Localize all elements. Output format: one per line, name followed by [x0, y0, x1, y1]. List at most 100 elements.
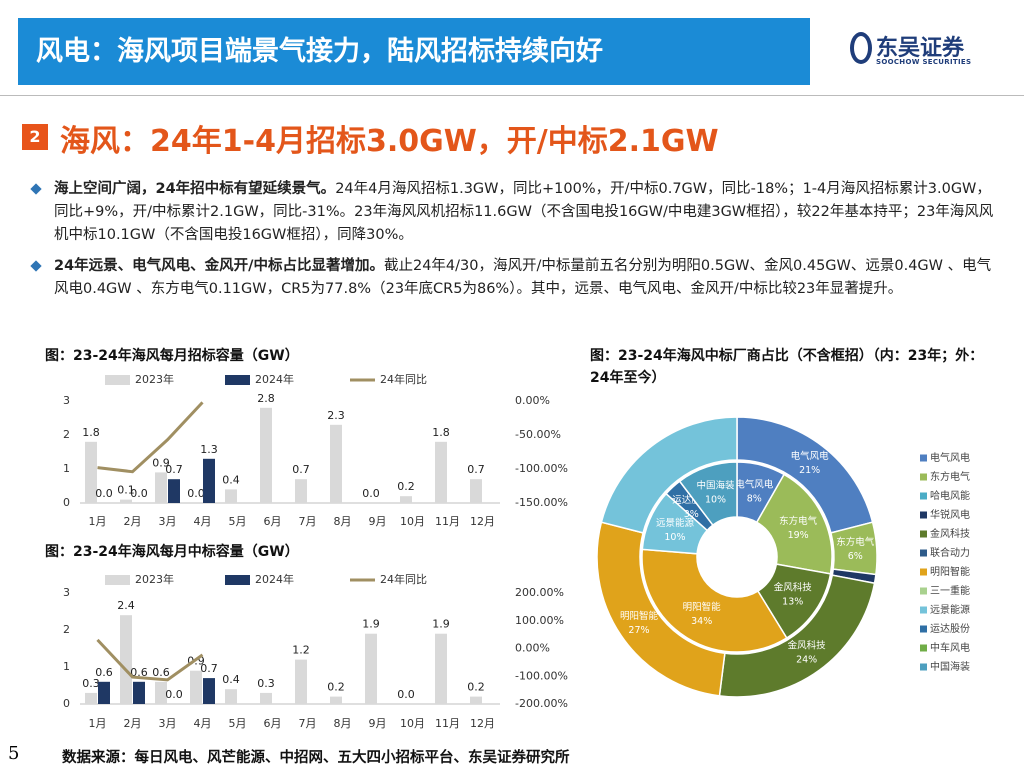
legend-label: 中国海装	[930, 660, 970, 673]
slice-label: 19%	[788, 530, 809, 541]
divider	[0, 95, 1024, 96]
slice-name: 中国海装	[697, 480, 736, 492]
value-label: 1.9	[432, 618, 450, 631]
value-label: 0.7	[292, 463, 310, 476]
x-tick-label: 1月	[89, 515, 107, 528]
bar	[85, 441, 97, 503]
bullet-text: 24年4月海风招标1.3GW，同比+100%，开/中标0.7GW，同比-18%；…	[54, 181, 994, 243]
page-number: 5	[8, 743, 20, 764]
legend-swatch	[920, 625, 927, 633]
slice-name: 电气风电	[735, 478, 774, 490]
slice-label: 8%	[747, 493, 762, 504]
value-label: 0.0	[362, 487, 380, 500]
value-label: 0.1	[117, 484, 135, 497]
legend-label: 电气风电	[930, 451, 970, 464]
legend-label: 明阳智能	[930, 565, 970, 578]
section-title: 海风：24年1-4月招标3.0GW，开/中标2.1GW	[60, 124, 719, 159]
y2-tick-label: 0.00%	[515, 642, 550, 655]
y2-tick-label: -150.00%	[515, 496, 568, 509]
value-label: 0.7	[165, 463, 183, 476]
y2-tick-label: -100.00%	[515, 462, 568, 475]
bar	[295, 659, 307, 704]
slice-name: 金风科技	[774, 582, 813, 594]
x-tick-label: 5月	[229, 515, 247, 528]
bar	[435, 441, 447, 503]
x-tick-label: 6月	[264, 717, 282, 730]
x-tick-label: 11月	[435, 515, 460, 528]
x-tick-label: 5月	[229, 717, 247, 730]
value-label: 1.9	[362, 618, 380, 631]
bar	[400, 496, 412, 503]
y2-tick-label: -100.00%	[515, 669, 568, 682]
x-tick-label: 12月	[470, 717, 495, 730]
bar	[295, 479, 307, 503]
value-label: 0.4	[222, 673, 240, 686]
legend-swatch	[225, 375, 250, 385]
logo: 东吴证券	[876, 36, 965, 61]
value-label: 2.3	[327, 409, 345, 422]
value-label: 1.8	[82, 426, 100, 439]
slice-name: 明阳智能	[683, 601, 722, 613]
legend-swatch	[920, 454, 927, 462]
legend-swatch	[920, 530, 927, 538]
bar	[120, 615, 132, 704]
legend-swatch	[105, 575, 130, 585]
value-label: 1.2	[292, 644, 310, 657]
legend-label: 远景能源	[930, 603, 970, 616]
value-label: 0.9	[152, 456, 170, 469]
legend-swatch	[920, 549, 927, 557]
bar	[470, 696, 482, 704]
y-tick-label: 0	[63, 697, 70, 710]
value-label: 0.0	[165, 688, 183, 701]
y-tick-label: 0	[63, 496, 70, 509]
value-label: 0.7	[467, 463, 485, 476]
bar	[225, 489, 237, 503]
bar	[330, 424, 342, 503]
legend-label: 中车风电	[930, 641, 970, 654]
bar	[98, 681, 110, 704]
x-tick-label: 9月	[369, 717, 387, 730]
value-label: 0.2	[467, 681, 485, 694]
x-tick-label: 7月	[299, 515, 317, 528]
bar	[365, 633, 377, 704]
bar	[330, 696, 342, 704]
x-tick-label: 3月	[159, 717, 177, 730]
legend-swatch	[920, 473, 927, 481]
bullet: 海上空间广阔，24年招中标有望延续景气。24年4月海风招标1.3GW，同比+10…	[30, 178, 1002, 247]
value-label: 0.6	[95, 666, 113, 679]
legend-label: 三一重能	[930, 584, 970, 597]
bar	[155, 472, 167, 503]
legend-label: 24年同比	[380, 372, 427, 386]
slice-label: 10%	[705, 495, 726, 506]
x-tick-label: 2月	[124, 717, 142, 730]
value-label: 0.0	[95, 487, 113, 500]
value-label: 2.8	[257, 392, 275, 405]
slice-name: 东方电气	[779, 515, 818, 527]
legend-swatch	[920, 511, 927, 519]
x-tick-label: 3月	[159, 515, 177, 528]
legend-label: 2023年	[135, 372, 174, 386]
value-label: 0.0	[397, 688, 415, 701]
yoy-line	[97, 401, 204, 474]
value-label: 0.0	[187, 487, 205, 500]
section-number: 2	[22, 124, 48, 150]
x-tick-label: 4月	[194, 717, 212, 730]
slice-label: 27%	[628, 625, 649, 636]
source: 数据来源：每日风电、风芒能源、中招网、五大四小招标平台、东吴证券研究所	[62, 750, 570, 766]
logo-en: SOOCHOW SECURITIES	[876, 58, 972, 66]
bar	[155, 681, 167, 704]
value-label: 0.4	[222, 473, 240, 486]
value-label: 1.3	[200, 443, 218, 456]
legend-label: 联合动力	[930, 546, 970, 559]
y-tick-label: 1	[63, 462, 70, 475]
bar	[470, 479, 482, 503]
y-tick-label: 3	[63, 586, 70, 599]
bullet: 24年远景、电气风电、金风开/中标占比显著增加。截止24年4/30，海风开/中标…	[30, 255, 1002, 301]
bullet-lead: 24年远景、电气风电、金风开/中标占比显著增加。	[54, 258, 384, 274]
chart-title: 图：23-24年海风每月中标容量（GW）	[45, 543, 299, 560]
bar	[203, 678, 215, 704]
slice-name: 远景能源	[656, 517, 695, 529]
slice-label: 10%	[664, 532, 685, 543]
y-tick-label: 2	[63, 428, 70, 441]
